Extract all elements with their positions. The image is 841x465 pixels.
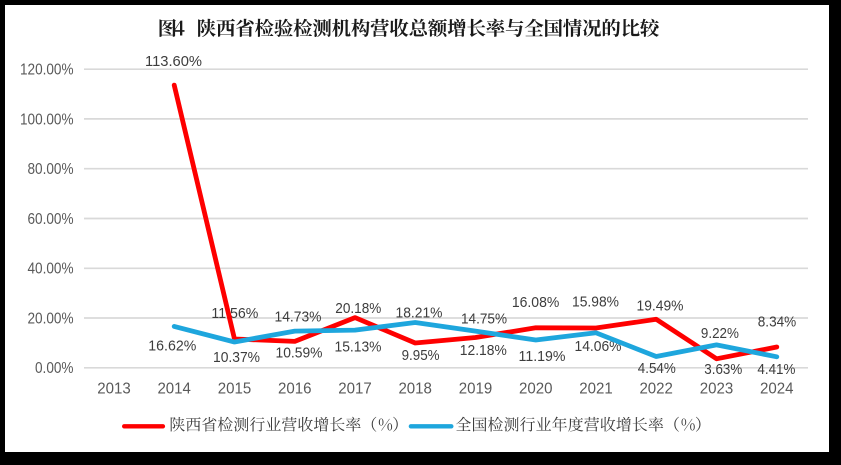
- svg-text:4.41%: 4.41%: [757, 362, 795, 378]
- svg-text:2021: 2021: [579, 381, 613, 398]
- svg-text:2019: 2019: [459, 381, 493, 398]
- svg-text:4.54%: 4.54%: [638, 361, 676, 377]
- svg-text:2018: 2018: [398, 381, 432, 398]
- svg-text:20.00%: 20.00%: [28, 310, 74, 327]
- svg-text:2017: 2017: [338, 381, 372, 398]
- svg-text:2014: 2014: [157, 381, 191, 398]
- svg-text:20.18%: 20.18%: [335, 301, 381, 317]
- svg-text:10.37%: 10.37%: [213, 350, 260, 366]
- svg-text:60.00%: 60.00%: [28, 211, 74, 228]
- svg-text:16.62%: 16.62%: [148, 339, 196, 355]
- svg-text:0.00%: 0.00%: [35, 360, 74, 377]
- svg-text:2020: 2020: [519, 381, 553, 398]
- svg-text:120.00%: 120.00%: [20, 62, 74, 79]
- svg-text:15.13%: 15.13%: [335, 339, 382, 355]
- svg-text:2024: 2024: [760, 381, 794, 398]
- svg-text:19.49%: 19.49%: [637, 298, 684, 314]
- svg-text:11.56%: 11.56%: [211, 306, 258, 322]
- svg-text:3.63%: 3.63%: [704, 362, 742, 378]
- svg-text:2015: 2015: [218, 381, 252, 398]
- svg-text:16.08%: 16.08%: [512, 295, 560, 311]
- svg-text:14.73%: 14.73%: [275, 309, 322, 325]
- svg-text:113.60%: 113.60%: [145, 54, 202, 70]
- svg-text:14.75%: 14.75%: [461, 311, 507, 327]
- svg-text:2013: 2013: [97, 381, 131, 398]
- svg-text:2023: 2023: [700, 381, 734, 398]
- svg-text:11.19%: 11.19%: [519, 349, 566, 365]
- svg-text:15.98%: 15.98%: [572, 295, 619, 311]
- svg-text:2022: 2022: [639, 381, 673, 398]
- svg-text:8.34%: 8.34%: [758, 314, 797, 330]
- svg-text:2016: 2016: [278, 381, 312, 398]
- svg-text:12.18%: 12.18%: [460, 343, 507, 359]
- svg-text:9.22%: 9.22%: [701, 326, 739, 342]
- svg-text:14.06%: 14.06%: [575, 339, 622, 355]
- svg-text:80.00%: 80.00%: [28, 161, 74, 178]
- svg-text:9.95%: 9.95%: [402, 348, 440, 364]
- svg-text:10.59%: 10.59%: [276, 346, 323, 362]
- svg-text:100.00%: 100.00%: [20, 111, 74, 128]
- svg-text:18.21%: 18.21%: [396, 305, 443, 321]
- svg-text:40.00%: 40.00%: [28, 261, 74, 278]
